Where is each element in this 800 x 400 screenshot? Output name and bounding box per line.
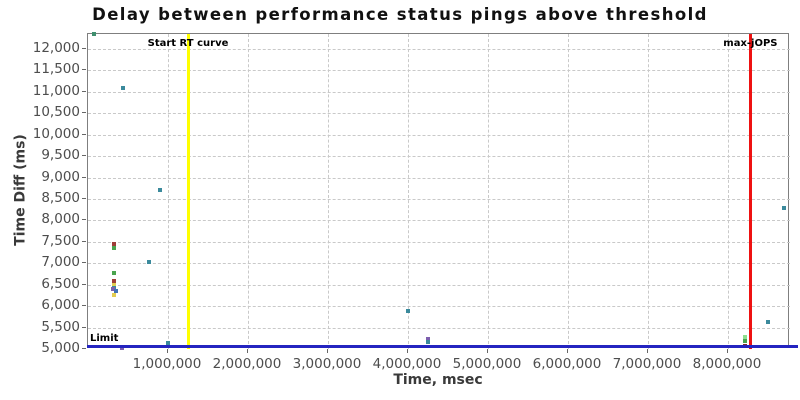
gridline-y bbox=[88, 220, 790, 222]
gridline-y bbox=[88, 134, 790, 136]
data-point bbox=[112, 245, 116, 250]
x-tick-label: 2,000,000 bbox=[212, 356, 282, 372]
x-tick-mark bbox=[327, 349, 328, 353]
data-point bbox=[92, 32, 96, 37]
gridline-y bbox=[88, 91, 790, 93]
x-tick-mark bbox=[727, 349, 728, 353]
x-axis-title: Time, msec bbox=[393, 372, 483, 388]
x-tick-label: 1,000,000 bbox=[132, 356, 202, 372]
y-tick-mark bbox=[82, 219, 86, 221]
gridline-x bbox=[648, 34, 649, 349]
data-point bbox=[146, 260, 151, 264]
data-point bbox=[112, 270, 116, 275]
y-tick-mark bbox=[82, 348, 86, 349]
plot-area: Limit Start RT curve max-jOPS bbox=[87, 32, 798, 350]
data-point bbox=[158, 188, 162, 193]
gridline-x bbox=[168, 34, 169, 349]
x-tick-mark bbox=[647, 349, 648, 353]
gridline-x bbox=[408, 34, 409, 349]
y-tick-mark bbox=[82, 283, 86, 285]
y-tick-mark bbox=[82, 176, 86, 178]
gridline-y bbox=[88, 156, 790, 158]
data-point bbox=[782, 205, 786, 210]
x-tick-mark bbox=[247, 349, 248, 353]
data-point bbox=[112, 242, 116, 246]
y-tick-label: 6,500 bbox=[41, 275, 80, 292]
y-tick-mark bbox=[82, 90, 86, 92]
data-point bbox=[112, 282, 116, 287]
x-tick-label: 7,000,000 bbox=[612, 356, 682, 372]
gridline-y bbox=[88, 306, 790, 308]
x-tick-label: 8,000,000 bbox=[692, 356, 762, 372]
y-tick-mark bbox=[82, 48, 86, 49]
data-point bbox=[406, 308, 410, 313]
x-tick-mark bbox=[167, 349, 168, 353]
gridline-x bbox=[248, 34, 249, 349]
y-tick-label: 7,000 bbox=[41, 254, 80, 271]
y-tick-mark bbox=[82, 69, 86, 71]
gridline-x bbox=[328, 34, 329, 349]
start-rt-curve-line bbox=[186, 34, 190, 349]
gridline-y bbox=[88, 113, 790, 115]
gridline-x bbox=[488, 34, 489, 349]
y-tick-label: 5,500 bbox=[41, 318, 80, 335]
data-point bbox=[426, 337, 430, 342]
y-tick-label: 5,000 bbox=[41, 340, 80, 356]
y-tick-mark bbox=[82, 112, 86, 114]
y-tick-mark bbox=[82, 326, 86, 328]
start-rt-curve-label: Start RT curve bbox=[147, 38, 229, 49]
y-tick-label: 10,000 bbox=[32, 125, 80, 142]
gridline-x bbox=[568, 34, 569, 349]
y-tick-mark bbox=[82, 155, 86, 157]
gridline-y bbox=[88, 284, 790, 286]
y-tick-mark bbox=[82, 240, 86, 242]
data-point bbox=[112, 293, 116, 297]
limit-line bbox=[87, 345, 798, 348]
y-tick-mark bbox=[82, 305, 86, 307]
data-point bbox=[112, 278, 116, 283]
gridline-y bbox=[88, 199, 790, 200]
y-tick-mark bbox=[82, 262, 86, 264]
data-point bbox=[110, 287, 115, 292]
data-point bbox=[166, 341, 170, 346]
gridline-y bbox=[88, 49, 790, 50]
gridline-y bbox=[88, 70, 790, 72]
y-tick-label: 8,000 bbox=[41, 211, 80, 228]
data-point bbox=[114, 289, 118, 294]
gridline-y bbox=[88, 263, 790, 265]
y-tick-mark bbox=[82, 198, 86, 199]
x-tick-mark bbox=[567, 349, 568, 353]
gridline-y bbox=[88, 241, 790, 243]
x-tick-label: 5,000,000 bbox=[452, 356, 522, 372]
y-tick-label: 6,000 bbox=[41, 297, 80, 314]
gridline-x bbox=[728, 34, 729, 349]
x-tick-label: 3,000,000 bbox=[292, 356, 362, 372]
max-jops-line bbox=[748, 34, 752, 349]
x-tick-mark bbox=[407, 349, 408, 353]
y-tick-label: 10,500 bbox=[32, 104, 80, 121]
y-tick-label: 7,500 bbox=[41, 232, 80, 249]
y-tick-label: 8,500 bbox=[41, 190, 80, 206]
data-point bbox=[426, 340, 430, 345]
x-tick-label: 4,000,000 bbox=[372, 356, 442, 372]
y-tick-label: 9,500 bbox=[41, 147, 80, 164]
y-tick-label: 11,500 bbox=[32, 61, 80, 78]
y-tick-label: 12,000 bbox=[32, 40, 80, 56]
x-tick-label: 6,000,000 bbox=[532, 356, 602, 372]
data-point bbox=[742, 335, 747, 340]
y-tick-mark bbox=[82, 133, 86, 135]
max-jops-label: max-jOPS bbox=[723, 38, 778, 49]
gridline-y bbox=[88, 327, 790, 329]
data-point bbox=[742, 339, 747, 344]
y-tick-label: 11,000 bbox=[32, 82, 80, 99]
data-point bbox=[766, 320, 770, 325]
x-tick-mark bbox=[487, 349, 488, 353]
gridline-y bbox=[88, 177, 790, 179]
y-tick-label: 9,000 bbox=[41, 168, 80, 185]
chart-title: Delay between performance status pings a… bbox=[92, 5, 708, 24]
data-point bbox=[121, 86, 126, 90]
limit-line-label: Limit bbox=[90, 333, 119, 344]
